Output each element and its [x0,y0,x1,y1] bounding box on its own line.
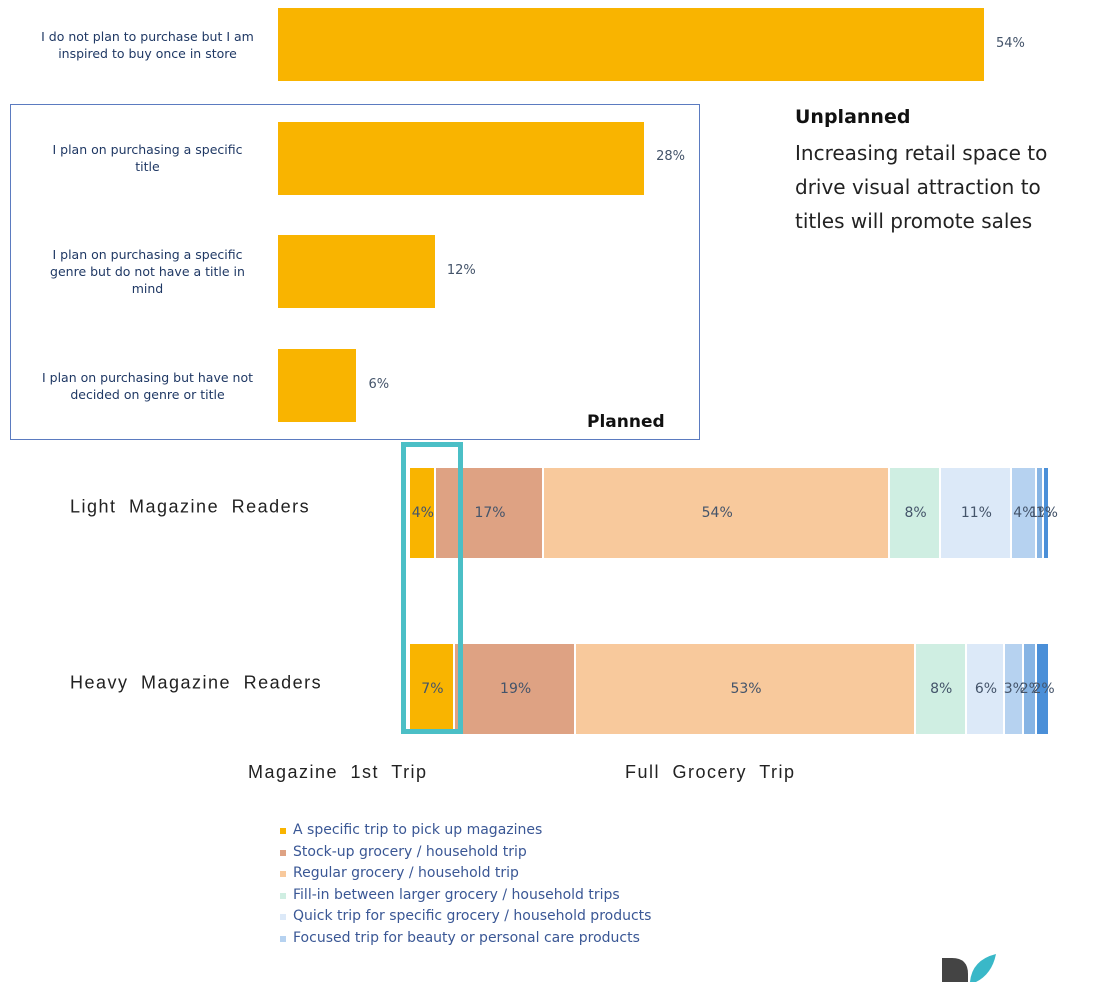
legend-marker [280,828,286,834]
segment-label: 3% [1003,681,1026,697]
value-label: 6% [368,376,390,392]
segment-label: 1% [1035,505,1058,521]
legend-label: Fill-in between larger grocery / househo… [293,886,620,903]
legend-marker [280,935,286,942]
category-label: I do not plan to purchase but I am inspi… [41,28,254,61]
axis-annotation: Magazine 1st Trip [248,762,428,782]
bar-segment [410,468,434,558]
legend-marker [280,892,286,899]
bar-segment [941,468,1010,558]
bar-segment [890,468,940,558]
logo [942,954,996,982]
category-label: Heavy Magazine Readers [70,672,323,693]
bar-segment [544,468,888,558]
legend-label: Regular grocery / household trip [293,865,519,881]
segment-label: 2% [1032,681,1055,697]
segment-label: 4% [411,505,434,521]
bar-segment [435,468,543,558]
annotation: Planned [587,412,665,432]
bar-segment [1037,468,1042,558]
segment-label: 53% [730,681,762,697]
bar-segment [966,644,1004,734]
bar-segment [410,644,453,734]
legend-label: Focused trip for beauty or personal care… [293,929,640,946]
annotation: Unplanned [795,106,911,128]
bar-segment [576,644,914,734]
legend-label: Quick trip for specific grocery / househ… [293,908,652,924]
segment-label: 19% [500,681,532,697]
bar-segment [1011,468,1036,558]
legend-marker [280,871,286,877]
bar-segment [1037,644,1048,734]
category-label: I plan on purchasing but have not decide… [41,369,253,402]
segment-label: 4% [1013,505,1036,521]
segment-label: 17% [474,505,506,521]
bar-segment [1043,468,1048,558]
bar [278,235,435,309]
axis-annotation: Full Grocery Trip [625,762,796,782]
bar-segment [454,644,575,734]
value-label: 54% [996,35,1025,51]
bar-segment [1024,644,1036,734]
category-label: I plan on purchasing a specific title [52,142,243,175]
category-label: I plan on purchasing a specific genre bu… [50,247,245,297]
bar-segment [1005,644,1023,734]
legend-marker [280,849,286,856]
category-label: Light Magazine Readers [70,496,311,517]
planned-box [10,104,700,440]
segment-label: 8% [904,505,927,521]
bar-segment [915,644,965,734]
value-label: 12% [446,262,476,278]
value-label: 28% [656,149,685,165]
highlight-box [401,442,463,734]
legend-marker [280,914,286,920]
legend-label: A specific trip to pick up magazines [293,822,543,838]
bar [278,8,984,81]
bar [278,349,357,423]
segment-label: 7% [421,681,444,697]
legend-label: Stock-up grocery / household trip [293,843,527,860]
segment-label: 6% [974,681,998,697]
segment-label: 54% [701,505,733,521]
bar [278,121,645,195]
annotation: Increasing retail space to drive visual … [795,141,1048,233]
segment-label: 8% [930,681,953,697]
segment-label: 11% [960,505,992,521]
segment-label: 2% [1019,681,1042,697]
